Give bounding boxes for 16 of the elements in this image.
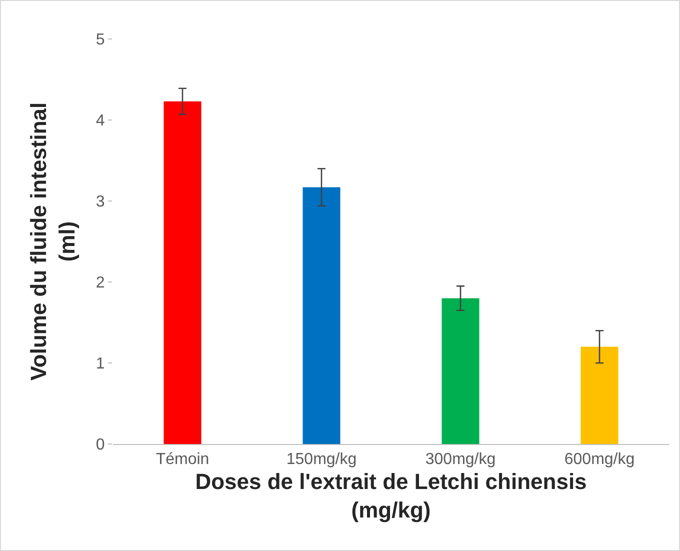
y-tick-label: 0 [96,436,105,454]
y-tick-label: 2 [96,274,105,292]
bar [302,187,340,444]
x-tick-label: 600mg/kg [564,451,635,468]
bar [442,298,480,444]
x-tick-label: Témoin [156,451,210,468]
y-tick-label: 3 [96,194,105,211]
bar [580,346,618,444]
x-tick-label: 300mg/kg [425,451,496,468]
x-axis-title: Doses de l'extrait de Letchi chinensis (mg/kg) [195,469,587,523]
bar [164,101,202,444]
y-tick-label: 5 [96,32,105,49]
y-tick-label: 1 [96,356,105,373]
y-axis-title: Volume du fluide intestinal (ml) [26,102,80,381]
x-tick-label: 150mg/kg [286,451,357,468]
y-tick-label: 4 [96,112,105,130]
